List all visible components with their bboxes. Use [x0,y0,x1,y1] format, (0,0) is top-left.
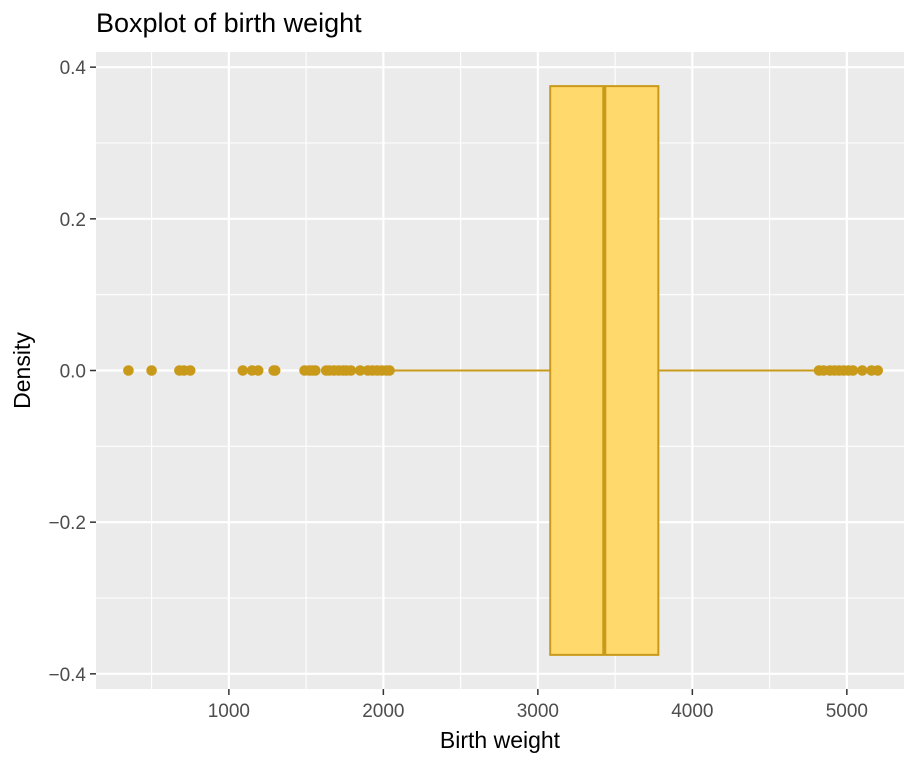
outlier-point [856,365,868,376]
y-axis-title: Density [9,332,35,409]
x-tick-label: 5000 [826,701,868,722]
x-tick-label: 4000 [671,701,713,722]
outlier-point [872,365,884,376]
chart-title: Boxplot of birth weight [96,8,362,38]
x-tick-label: 2000 [362,701,404,722]
outlier-point [847,365,859,376]
y-tick-label: 0.4 [60,58,87,79]
boxplot-layer [391,85,816,656]
outlier-point [354,365,366,376]
outlier-point [345,365,357,376]
outlier-point [237,365,249,376]
x-axis-title: Birth weight [440,727,561,753]
y-tick-label: 0.2 [60,210,86,231]
x-tick-label: 1000 [208,701,250,722]
outlier-point [252,365,264,376]
outlier-point [269,365,281,376]
y-tick-label: −0.4 [48,665,86,686]
outlier-point [384,365,395,376]
y-tick-label: 0.0 [60,362,86,383]
outlier-point [310,365,321,376]
tick-labels: 1000 2000 3000 4000 5000 −0.4 −0.2 0.0 0.2 0.4 [48,58,867,722]
x-tick-label: 3000 [517,701,559,722]
outlier-points [123,365,884,376]
outlier-point [123,365,134,376]
outlier-point [146,365,157,376]
y-tick-label: −0.2 [48,513,86,534]
outlier-point [184,365,196,376]
axis-ticks [90,66,848,695]
